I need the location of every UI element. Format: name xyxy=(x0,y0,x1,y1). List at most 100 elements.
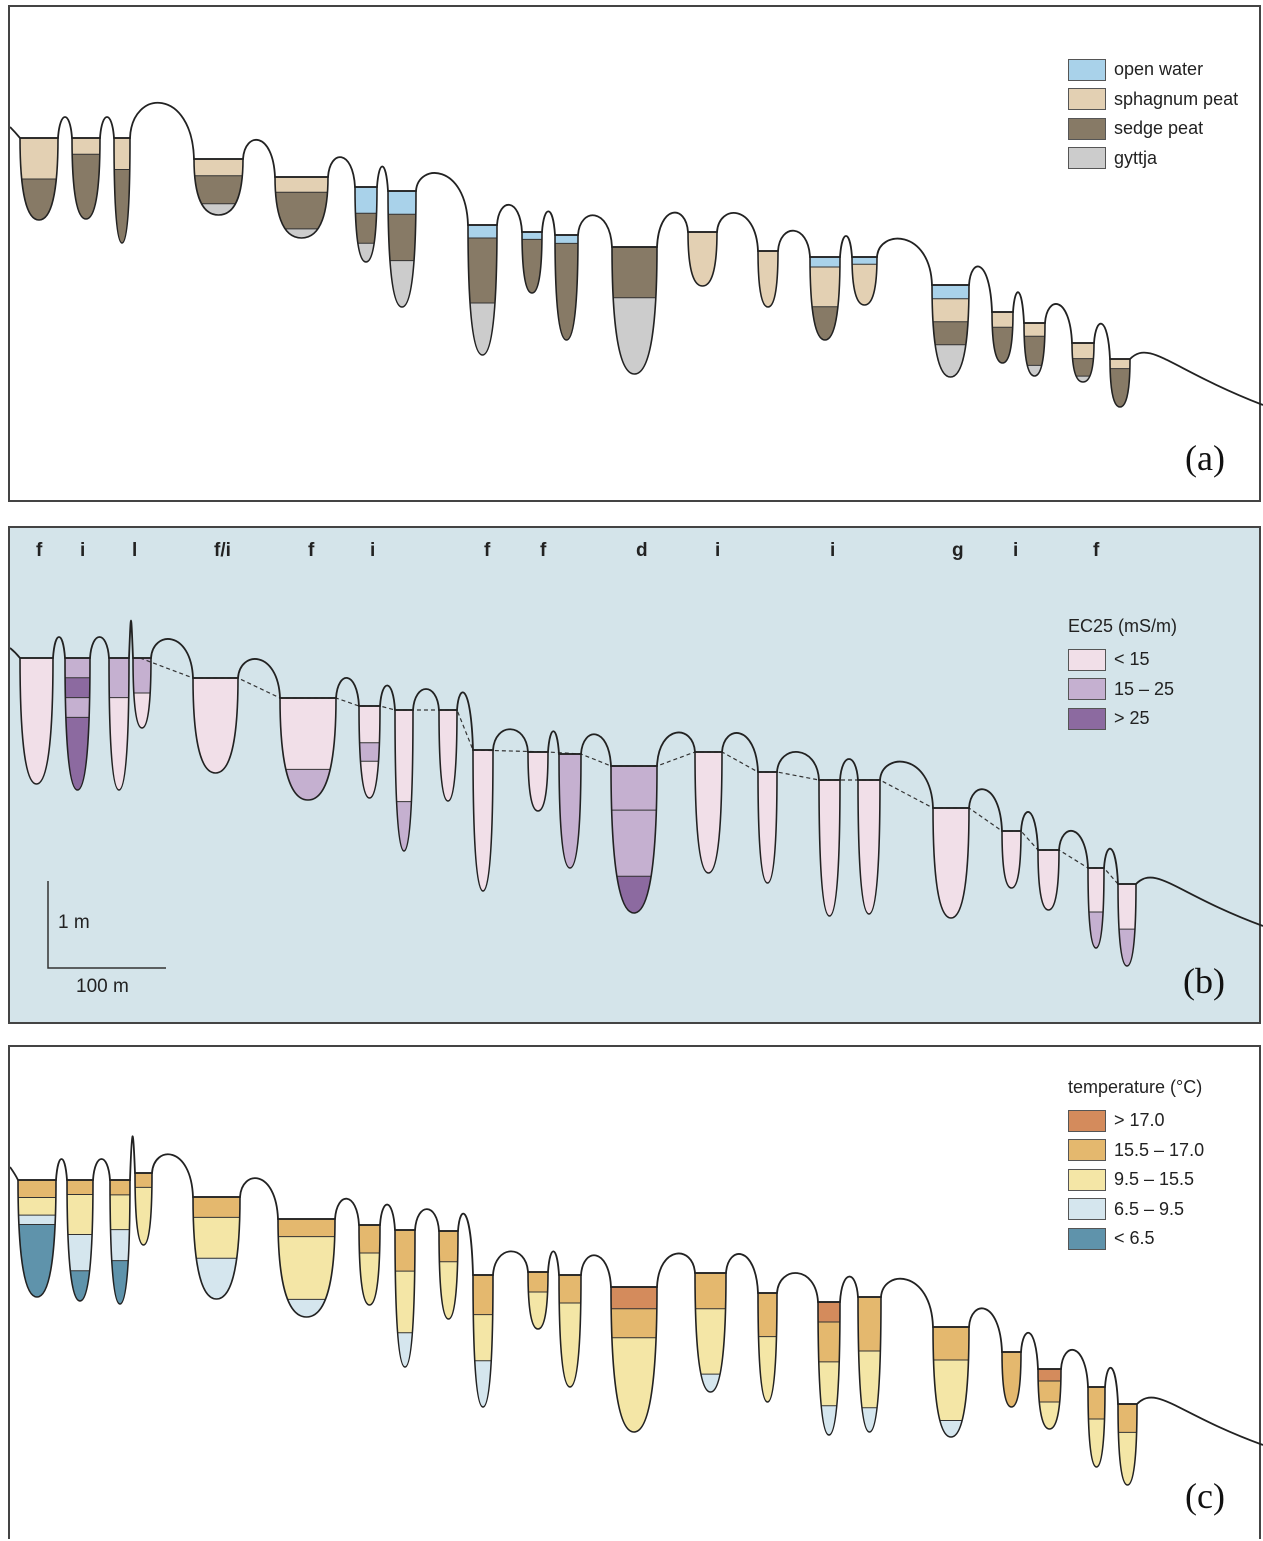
legend-swatch xyxy=(1068,117,1106,140)
pool-outline xyxy=(1109,358,1131,408)
pool-layers xyxy=(1002,1352,1021,1407)
pool-layers xyxy=(1088,1387,1105,1467)
pool-layers xyxy=(388,191,416,307)
legend-swatch xyxy=(1068,1139,1106,1162)
pool-layers xyxy=(114,138,130,243)
stratigraphy-cross-section xyxy=(10,102,1263,408)
pool-layers xyxy=(473,750,493,891)
pool-layers xyxy=(522,232,542,293)
pool-layer xyxy=(439,1231,458,1263)
legend-swatch xyxy=(1068,1198,1106,1221)
pool-layers xyxy=(1118,1404,1137,1485)
pool-layer xyxy=(65,697,90,719)
pool-layers xyxy=(559,754,581,868)
ground-surface-line xyxy=(10,619,1263,927)
pool-layers xyxy=(992,312,1013,363)
legend-item: open water xyxy=(1068,55,1238,85)
pool-type-label: f xyxy=(484,540,491,561)
pool-layer xyxy=(1110,368,1130,407)
pool-outline xyxy=(932,807,970,919)
pool-layer xyxy=(555,235,578,245)
pool-outline xyxy=(610,1286,658,1433)
pool-layer xyxy=(388,191,416,216)
legend-item: 6.5 – 9.5 xyxy=(1068,1195,1204,1225)
legend-label: > 25 xyxy=(1114,708,1150,729)
pool-layer xyxy=(193,1217,240,1260)
pool-outline xyxy=(1087,1386,1106,1468)
pool-layer xyxy=(611,876,657,913)
pool-layer xyxy=(355,187,377,215)
pool-layers xyxy=(528,1272,548,1329)
pool-layer xyxy=(528,752,548,811)
pool-outline xyxy=(1117,883,1137,967)
pool-layer xyxy=(1038,850,1059,910)
pool-layers xyxy=(611,766,657,913)
pool-outline xyxy=(817,1301,841,1436)
pool-outline xyxy=(851,256,878,306)
pool-layer xyxy=(695,1273,726,1310)
pool-layer xyxy=(528,1272,548,1293)
pool-type-label: f xyxy=(1093,540,1100,561)
pool-outline xyxy=(64,657,91,791)
pool-layer xyxy=(522,239,542,293)
pool-layer xyxy=(110,1229,130,1262)
pool-layer xyxy=(818,1361,840,1407)
pool-outline xyxy=(192,677,239,774)
pool-layers xyxy=(1024,323,1045,376)
legend-swatch xyxy=(1068,1109,1106,1132)
pool-outline xyxy=(1001,830,1022,889)
pool-outline xyxy=(558,1274,582,1388)
pool-outline xyxy=(277,1218,336,1318)
panel-b-ec25: f i l f/i f i f f d i i g i f EC25 (mS/m) < 15 15 – 25… xyxy=(8,526,1263,1024)
pool-layer xyxy=(555,243,578,340)
pool-layers xyxy=(109,658,129,790)
pool-outline xyxy=(687,231,718,287)
pool-layer xyxy=(359,761,380,798)
pool-layer xyxy=(133,693,151,728)
pool-layer xyxy=(1088,868,1104,913)
pool-layers xyxy=(133,658,151,728)
pool-layer xyxy=(395,710,413,803)
legend-label: 6.5 – 9.5 xyxy=(1114,1198,1185,1219)
panel-label-b: (b) xyxy=(1183,961,1225,1001)
pool-layer xyxy=(612,297,657,374)
legend-label: gyttja xyxy=(1114,147,1158,168)
legend-item: > 25 xyxy=(1068,704,1177,734)
pool-layer xyxy=(1024,323,1045,338)
pool-outline xyxy=(274,176,329,239)
pool-layer xyxy=(280,698,336,771)
pool-layers xyxy=(858,780,880,914)
pool-outline xyxy=(394,1229,416,1368)
pool-layers xyxy=(20,138,58,220)
pool-outline xyxy=(358,1224,381,1306)
pool-layer xyxy=(67,1234,93,1272)
legend-temperature: temperature (°C) > 17.0 15.5 – 17.0 9.5 – … xyxy=(1068,1077,1204,1254)
pool-layers xyxy=(1002,831,1021,888)
pool-layer xyxy=(65,658,90,679)
pool-layer xyxy=(1038,1369,1061,1382)
legend-swatch xyxy=(1068,707,1106,730)
pool-layer xyxy=(359,1253,380,1305)
legend-label: 15.5 – 17.0 xyxy=(1114,1139,1205,1160)
pool-outline xyxy=(857,779,881,915)
pool-layer xyxy=(858,1407,881,1432)
pool-type-label: f xyxy=(308,540,315,561)
legend-swatch xyxy=(1068,1227,1106,1250)
legend-swatch xyxy=(1068,678,1106,701)
pool-layer xyxy=(355,243,377,262)
pool-layer xyxy=(1072,343,1094,360)
pool-outline xyxy=(610,765,658,914)
pool-layer xyxy=(468,225,497,239)
pool-layer xyxy=(810,306,840,340)
panel-label-a: (a) xyxy=(1185,438,1225,478)
pool-layers xyxy=(275,177,328,238)
pool-layers xyxy=(611,1287,657,1432)
pool-outline xyxy=(358,705,381,799)
pool-layer xyxy=(858,780,880,914)
legend-title-temperature: temperature (°C) xyxy=(1068,1077,1203,1097)
pool-layer xyxy=(858,1351,881,1409)
pool-layer xyxy=(359,706,380,744)
pool-layer xyxy=(439,1261,458,1319)
scale-bar xyxy=(47,881,166,969)
pool-layer xyxy=(395,801,413,851)
